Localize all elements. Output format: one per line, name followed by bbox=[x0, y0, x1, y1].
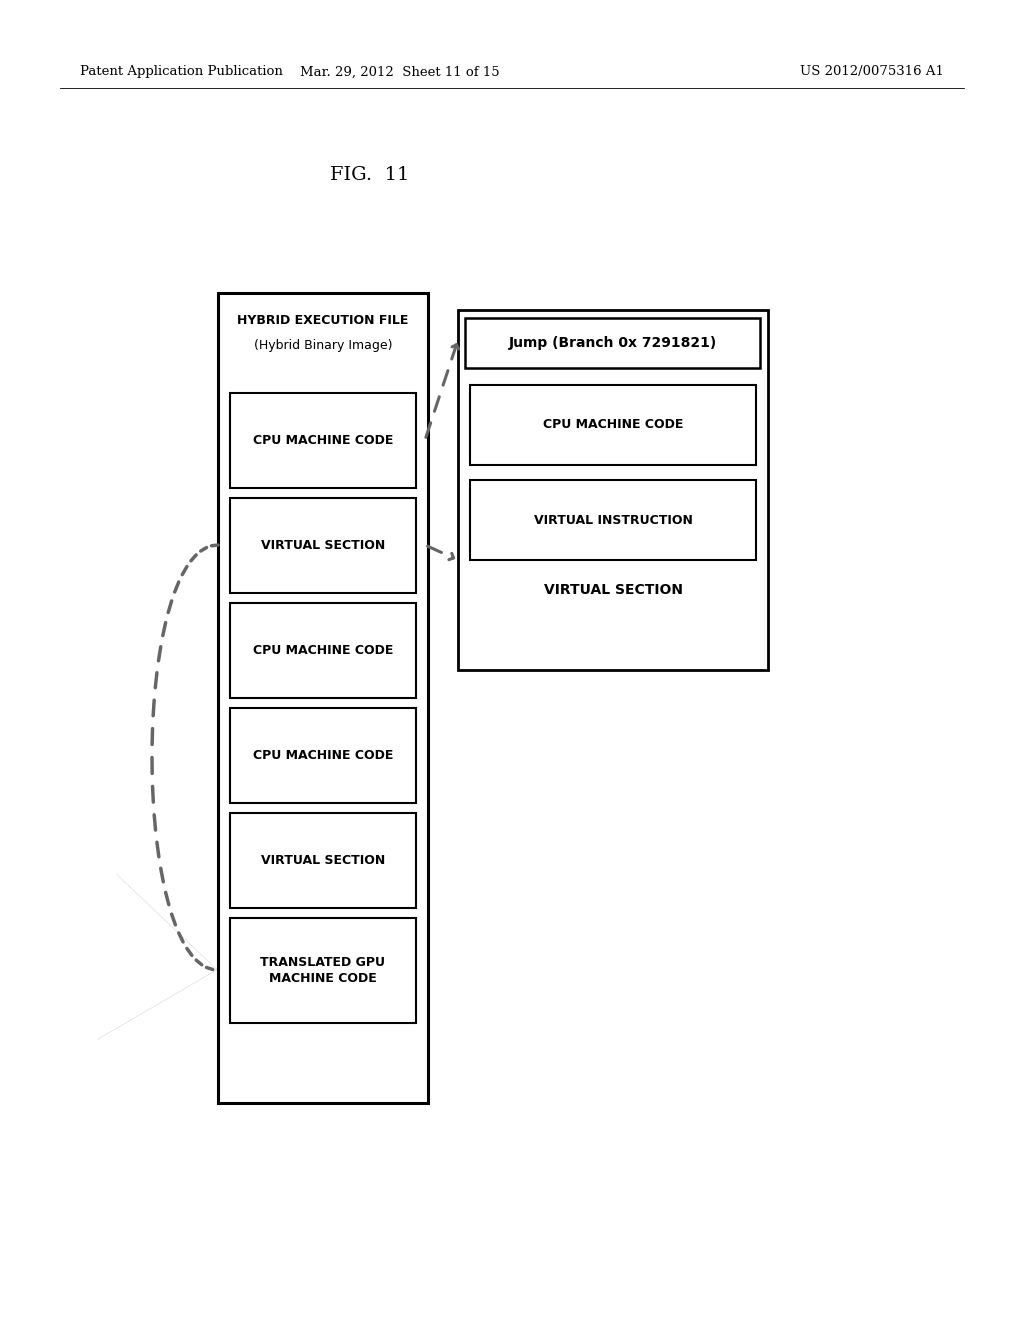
Bar bbox=[230, 917, 416, 1023]
Text: VIRTUAL INSTRUCTION: VIRTUAL INSTRUCTION bbox=[534, 513, 692, 527]
Bar bbox=[230, 813, 416, 908]
Text: CPU MACHINE CODE: CPU MACHINE CODE bbox=[253, 434, 393, 447]
Text: TRANSLATED GPU
MACHINE CODE: TRANSLATED GPU MACHINE CODE bbox=[260, 956, 385, 986]
Bar bbox=[465, 318, 760, 368]
Text: VIRTUAL SECTION: VIRTUAL SECTION bbox=[261, 854, 385, 867]
Bar bbox=[470, 385, 756, 465]
Text: VIRTUAL SECTION: VIRTUAL SECTION bbox=[544, 583, 683, 597]
Bar bbox=[470, 480, 756, 560]
Bar bbox=[218, 293, 428, 1104]
Text: US 2012/0075316 A1: US 2012/0075316 A1 bbox=[800, 66, 944, 78]
Text: CPU MACHINE CODE: CPU MACHINE CODE bbox=[253, 644, 393, 657]
Bar bbox=[230, 498, 416, 593]
Text: CPU MACHINE CODE: CPU MACHINE CODE bbox=[253, 748, 393, 762]
Text: (Hybrid Binary Image): (Hybrid Binary Image) bbox=[254, 338, 392, 351]
Text: Mar. 29, 2012  Sheet 11 of 15: Mar. 29, 2012 Sheet 11 of 15 bbox=[300, 66, 500, 78]
Text: VIRTUAL SECTION: VIRTUAL SECTION bbox=[261, 539, 385, 552]
Bar bbox=[458, 310, 768, 671]
Text: FIG.  11: FIG. 11 bbox=[331, 166, 410, 183]
Text: Jump (Branch 0x 7291821): Jump (Branch 0x 7291821) bbox=[509, 337, 717, 350]
Bar bbox=[230, 708, 416, 803]
Bar bbox=[230, 603, 416, 698]
Bar bbox=[230, 393, 416, 488]
Text: CPU MACHINE CODE: CPU MACHINE CODE bbox=[543, 418, 683, 432]
Text: HYBRID EXECUTION FILE: HYBRID EXECUTION FILE bbox=[238, 314, 409, 327]
Text: Patent Application Publication: Patent Application Publication bbox=[80, 66, 283, 78]
